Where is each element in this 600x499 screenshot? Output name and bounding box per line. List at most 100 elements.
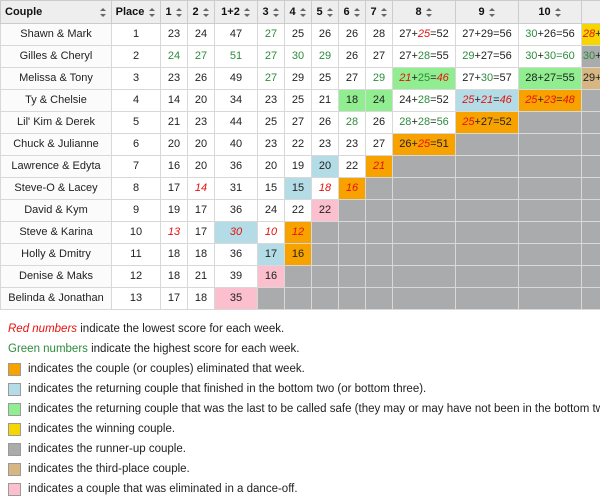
column-header-8[interactable]: 8 — [393, 1, 456, 24]
column-header-2[interactable]: 2 — [188, 1, 215, 24]
sort-arrows-icon[interactable] — [489, 7, 496, 18]
couple-name-cell: Chuck & Julianne — [1, 134, 112, 156]
empty-cell — [582, 112, 600, 134]
column-header-1[interactable]: 1 — [161, 1, 188, 24]
couple-name-cell: Ty & Chelsie — [1, 90, 112, 112]
column-header-6[interactable]: 6 — [339, 1, 366, 24]
empty-cell — [339, 244, 366, 266]
score-cell: 22 — [312, 200, 339, 222]
sort-arrows-icon[interactable] — [555, 7, 562, 18]
score-cell: 39 — [215, 266, 258, 288]
score-cell: 23 — [258, 90, 285, 112]
legend-row: indicates the returning couple that was … — [8, 399, 600, 419]
score-segment: 23 — [265, 138, 277, 150]
sort-arrows-icon[interactable] — [244, 7, 251, 18]
column-header-5[interactable]: 5 — [312, 1, 339, 24]
score-segment: 39 — [230, 270, 242, 282]
score-cell: 22 — [285, 200, 312, 222]
score-cell: 22 — [339, 156, 366, 178]
column-header-4[interactable]: 4 — [285, 1, 312, 24]
sort-arrows-icon[interactable] — [149, 7, 156, 18]
legend-description: indicates a couple that was eliminated i… — [28, 483, 298, 495]
score-segment: 23 — [265, 94, 277, 106]
score-segment: 29 — [373, 72, 385, 84]
couple-name-cell: Denise & Maks — [1, 266, 112, 288]
score-segment: 18 — [168, 248, 180, 260]
empty-cell — [519, 112, 582, 134]
score-segment: 29 — [292, 72, 304, 84]
empty-cell — [339, 288, 366, 310]
score-segment: 17 — [265, 248, 277, 260]
score-segment: 30 — [583, 50, 595, 62]
score-cell: 28+28=56 — [393, 112, 456, 134]
score-segment: 19 — [168, 204, 180, 216]
score-cell: 29+27+30=86 — [582, 68, 600, 90]
column-header-9[interactable]: 9 — [456, 1, 519, 24]
legend-color-swatch — [8, 383, 21, 396]
score-segment: 21 — [481, 94, 493, 106]
legend-description: indicates the winning couple. — [28, 423, 175, 435]
score-segment: 23 — [195, 116, 207, 128]
sort-arrows-icon[interactable] — [327, 7, 334, 18]
couple-name-cell: Belinda & Jonathan — [1, 288, 112, 310]
column-header-label: 4 — [289, 1, 295, 23]
score-cell: 26 — [339, 24, 366, 46]
sort-arrows-icon[interactable] — [203, 7, 210, 18]
score-cell: 26 — [312, 24, 339, 46]
score-segment: 26 — [373, 116, 385, 128]
score-cell: 30 — [215, 222, 258, 244]
score-cell: 26 — [312, 112, 339, 134]
score-segment: 25 — [319, 72, 331, 84]
score-segment: 28+27=55 — [525, 72, 575, 84]
score-cell: 29 — [366, 68, 393, 90]
empty-cell — [393, 244, 456, 266]
score-segment: 30 — [230, 226, 242, 238]
legend-text: indicates the runner-up couple. — [28, 439, 186, 459]
score-segment: 27 — [292, 116, 304, 128]
column-header-3[interactable]: 3 — [258, 1, 285, 24]
score-cell: 23 — [339, 134, 366, 156]
score-cell: 17 — [188, 200, 215, 222]
column-header-place[interactable]: Place — [112, 1, 161, 24]
sort-arrows-icon[interactable] — [100, 7, 107, 18]
score-cell: 20 — [188, 156, 215, 178]
column-header-1plus2[interactable]: 1+2 — [215, 1, 258, 24]
couple-name-cell: Melissa & Tony — [1, 68, 112, 90]
sort-arrows-icon[interactable] — [381, 7, 388, 18]
score-segment: 26 — [319, 28, 331, 40]
legend-keyword: Red numbers — [8, 323, 77, 335]
score-segment: 30 — [544, 50, 556, 62]
score-segment: 27+29=56 — [462, 28, 512, 40]
legend-color-swatch — [8, 423, 21, 436]
sort-arrows-icon[interactable] — [273, 7, 280, 18]
score-segment: 36 — [230, 160, 242, 172]
score-segment: 20 — [319, 160, 331, 172]
score-segment: 20 — [195, 138, 207, 150]
column-header-7[interactable]: 7 — [366, 1, 393, 24]
score-cell: 20 — [258, 156, 285, 178]
score-segment: 48 — [563, 94, 575, 106]
score-segment: 27 — [265, 72, 277, 84]
sort-arrows-icon[interactable] — [176, 7, 183, 18]
score-cell: 35 — [215, 288, 258, 310]
sort-arrows-icon[interactable] — [354, 7, 361, 18]
sort-arrows-icon[interactable] — [300, 7, 307, 18]
score-cell: 27 — [258, 24, 285, 46]
column-header-11[interactable]: 11 — [582, 1, 600, 24]
score-segment: 20 — [195, 94, 207, 106]
score-segment: 18 — [346, 94, 358, 106]
column-header-10[interactable]: 10 — [519, 1, 582, 24]
score-segment: 49 — [230, 72, 242, 84]
score-segment: =55 — [430, 50, 449, 62]
score-segment: =60 — [556, 50, 575, 62]
sort-arrows-icon[interactable] — [426, 7, 433, 18]
empty-cell — [456, 288, 519, 310]
column-header-couple[interactable]: Couple — [1, 1, 112, 24]
score-cell: 30+30=60 — [519, 46, 582, 68]
score-segment: 29+ — [583, 72, 600, 84]
empty-cell — [258, 288, 285, 310]
score-segment: 40 — [230, 138, 242, 150]
score-cell: 29 — [312, 46, 339, 68]
